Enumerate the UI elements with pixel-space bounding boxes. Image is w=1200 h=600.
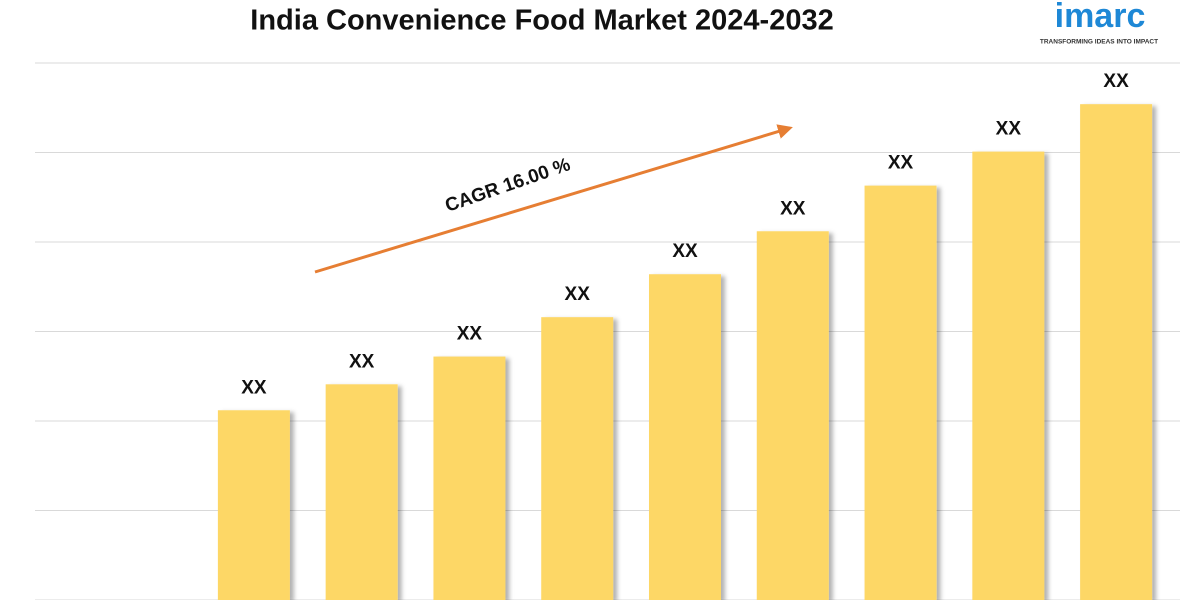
value-label: XX <box>565 284 591 305</box>
bar <box>1080 104 1153 600</box>
value-label: XX <box>996 119 1022 140</box>
bar <box>325 384 398 600</box>
value-label: XX <box>457 324 483 345</box>
value-label: XX <box>888 153 914 174</box>
logo-tagline: TRANSFORMING IDEAS INTO IMPACT <box>1040 39 1158 46</box>
value-label: XX <box>349 351 375 372</box>
value-label: XX <box>241 377 267 398</box>
value-label: XX <box>672 241 698 262</box>
bar <box>541 317 614 600</box>
cagr-label: CAGR 16.00 % <box>443 154 574 217</box>
logo-name: imarc <box>1055 0 1146 35</box>
value-label: XX <box>1103 71 1129 92</box>
bar <box>972 151 1045 600</box>
bar <box>433 356 506 600</box>
cagr-arrow <box>314 124 793 274</box>
bar <box>756 231 829 600</box>
chart-title: India Convenience Food Market 2024-2032 <box>250 5 833 37</box>
bar <box>649 274 721 600</box>
value-label: XX <box>780 198 806 219</box>
bar <box>864 185 937 600</box>
bar <box>217 410 290 600</box>
